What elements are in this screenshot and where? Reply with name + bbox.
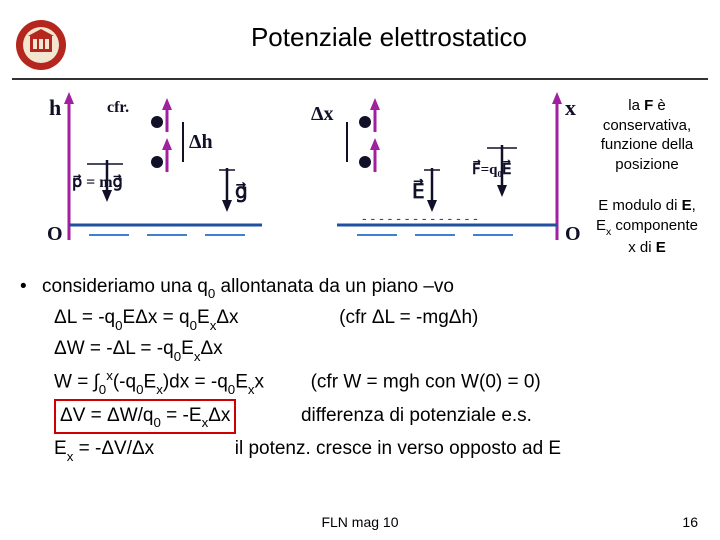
txt: 0	[99, 382, 106, 397]
txt: (cfr W = mgh con W(0) = 0)	[311, 371, 541, 392]
txt: E	[235, 371, 248, 392]
txt: 0	[115, 318, 122, 333]
txt: è	[653, 97, 666, 114]
txt: 0	[228, 382, 235, 397]
txt: E	[144, 371, 157, 392]
txt: differenza di potenziale e.s.	[301, 405, 532, 426]
txt: Δx	[216, 307, 238, 328]
txt: funzione della	[601, 136, 694, 153]
label-E: E⃗	[412, 178, 425, 203]
txt: il potenz. cresce in verso opposto ad E	[235, 438, 561, 459]
txt: E	[197, 307, 210, 328]
txt: E modulo di	[598, 197, 681, 214]
txt: W = ∫	[54, 371, 99, 392]
bullet-line-5: ΔV = ΔW/q0 = -ExΔx differenza di potenzi…	[20, 399, 708, 434]
txt: (cfr ΔL = -mgΔh)	[339, 307, 478, 328]
txt: Δx	[208, 405, 230, 426]
txt: x	[67, 449, 74, 464]
txt: E	[596, 217, 606, 234]
txt: x	[248, 382, 255, 397]
txt: ΔV = ΔW/q	[60, 405, 154, 426]
txt: E	[682, 197, 692, 214]
bullet-line-6: Ex = -ΔV/Δx il potenz. cresce in verso o…	[20, 434, 708, 465]
txt: x	[106, 368, 113, 383]
txt: = -ΔV/Δx	[73, 438, 154, 459]
txt: x	[210, 318, 217, 333]
label-h: h	[49, 95, 61, 120]
label-pmg: p⃗ = mg⃗	[72, 174, 123, 191]
slide: Potenziale elettrostatico h cfr. O	[0, 0, 720, 540]
txt: (-q	[113, 371, 136, 392]
txt: x	[202, 415, 209, 430]
bullet-line-1: • consideriamo una q0 allontanata da un …	[20, 272, 708, 303]
logo-wrap	[12, 18, 70, 72]
txt: E	[54, 438, 67, 459]
bullet-line-2: ΔL = -q0EΔx = q0ExΔx (cfr ΔL = -mgΔh)	[20, 303, 708, 334]
txt: componente	[611, 217, 698, 234]
txt: 0	[190, 318, 197, 333]
txt: 0	[208, 286, 215, 301]
slide-header: Potenziale elettrostatico	[12, 18, 708, 80]
label-O-right: O	[565, 223, 581, 245]
txt: consideriamo una q	[42, 276, 208, 297]
txt: allontanata da un piano –vo	[215, 276, 454, 297]
txt: x	[156, 382, 163, 397]
txt: la	[628, 97, 644, 114]
txt: EΔx = q	[123, 307, 190, 328]
label-cfr: cfr.	[107, 99, 129, 116]
txt: ,	[692, 197, 696, 214]
boxed-formula: ΔV = ΔW/q0 = -ExΔx	[54, 399, 236, 434]
txt: Δx	[200, 338, 222, 359]
bullet-line-3: ΔW = -ΔL = -q0ExΔx	[20, 334, 708, 365]
page-number: 16	[682, 514, 698, 530]
txt: x di	[628, 239, 656, 256]
diagram-row: h cfr. O Δh	[12, 90, 708, 258]
txt: ΔW = -ΔL = -q	[54, 338, 174, 359]
physics-diagram: h cfr. O Δh	[12, 90, 582, 255]
txt: F	[644, 97, 653, 114]
txt: x	[194, 349, 201, 364]
txt: conservativa,	[603, 117, 691, 134]
bullet-list: • consideriamo una q0 allontanata da un …	[12, 272, 708, 466]
caption-conservative: la F è conservativa, funzione della posi…	[586, 96, 708, 174]
txt: 0	[136, 382, 143, 397]
label-x: x	[565, 95, 576, 120]
footer-center: FLN mag 10	[0, 514, 720, 530]
side-captions: la F è conservativa, funzione della posi…	[582, 90, 708, 258]
txt: 0	[154, 415, 161, 430]
slide-title: Potenziale elettrostatico	[70, 18, 708, 53]
txt: ΔL = -q	[54, 307, 115, 328]
label-dh: Δh	[189, 131, 213, 153]
txt: E	[656, 239, 666, 256]
txt: )dx = -q	[163, 371, 228, 392]
txt: posizione	[615, 156, 678, 173]
university-seal-icon	[14, 18, 68, 72]
label-O-left: O	[47, 223, 63, 245]
label-g: g⃗	[235, 181, 248, 203]
txt: 0	[174, 349, 181, 364]
label-FqE: F⃗=q₀E⃗	[472, 159, 512, 178]
txt: x	[606, 226, 611, 238]
txt: E	[181, 338, 194, 359]
txt: x	[255, 371, 265, 392]
slide-footer: FLN mag 10 16	[0, 514, 720, 530]
label-dx: Δx	[311, 103, 334, 125]
svg-text:- - - - - - - - - - - - - -: - - - - - - - - - - - - - -	[362, 210, 478, 226]
bullet-marker: •	[20, 272, 42, 303]
txt: = -E	[161, 405, 202, 426]
caption-modulus: E modulo di E, Ex componente x di E	[586, 196, 708, 258]
bullet-line-4: W = ∫0x(-q0Ex)dx = -q0Exx (cfr W = mgh c…	[20, 366, 708, 399]
